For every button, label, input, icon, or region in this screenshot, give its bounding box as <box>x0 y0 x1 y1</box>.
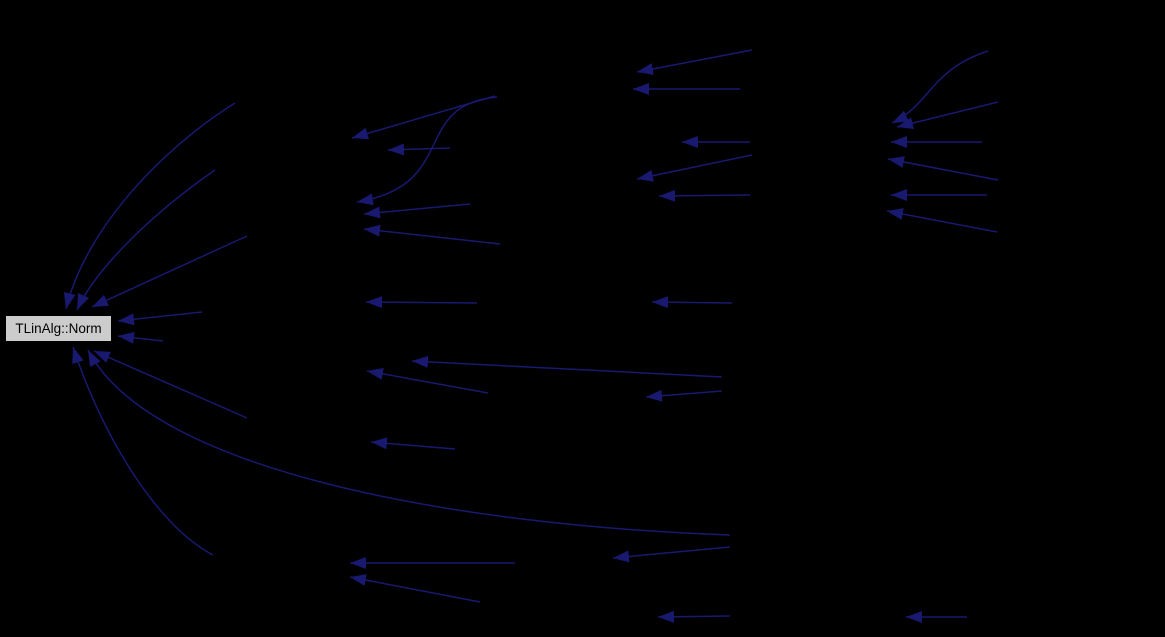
function-node-label: TLinAlg::Norm <box>15 320 102 336</box>
function-node[interactable]: TLinAlg::Norm <box>5 315 112 342</box>
